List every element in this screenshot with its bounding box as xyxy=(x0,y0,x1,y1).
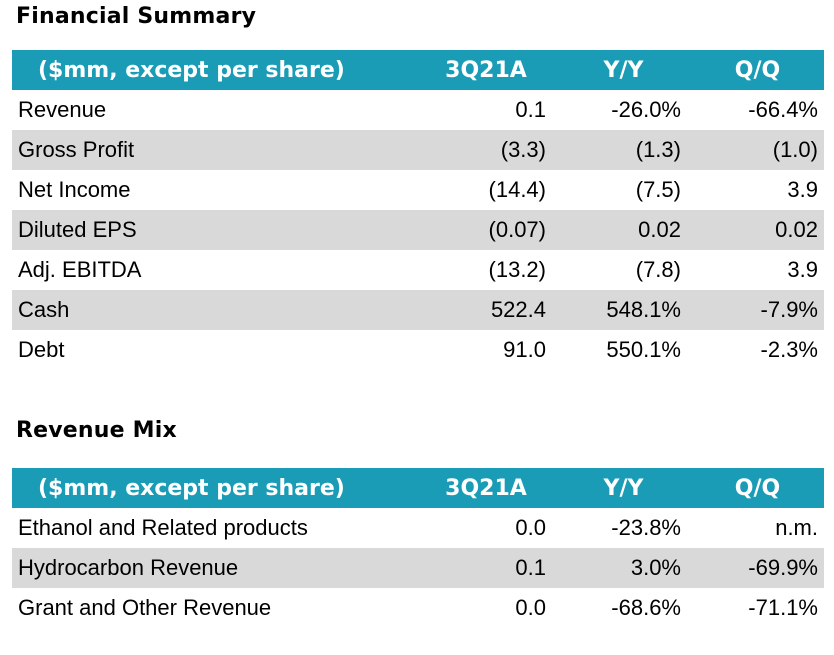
value-yy: 550.1% xyxy=(606,337,681,362)
table-header-row: ($mm, except per share) 3Q21A Y/Y Q/Q xyxy=(12,50,824,90)
value-qq: -71.1% xyxy=(748,595,818,620)
table-header-row: ($mm, except per share) 3Q21A Y/Y Q/Q xyxy=(12,468,824,508)
value-3q21a: 522.4 xyxy=(416,290,556,330)
row-label: Gross Profit xyxy=(12,130,416,170)
value-qq: 0.02 xyxy=(691,210,824,250)
table-row-net-income: Net Income (14.4) (7.5) 3.9 xyxy=(12,170,824,210)
value-3q21a: 0.1 xyxy=(515,97,546,122)
value-3q21a: 0.1 xyxy=(416,548,556,588)
column-header-3q21a: 3Q21A xyxy=(416,50,556,90)
value-yy: 548.1% xyxy=(556,290,691,330)
value-qq: (1.0) xyxy=(691,130,824,170)
value-qq: n.m. xyxy=(775,515,818,540)
value-3q21a: (0.07) xyxy=(416,210,556,250)
value-3q21a: 0.0 xyxy=(515,595,546,620)
value-yy: -23.8% xyxy=(611,515,681,540)
value-qq: 3.9 xyxy=(787,257,818,282)
table-row-ethanol: Ethanol and Related products 0.0 -23.8% … xyxy=(12,508,824,548)
value-yy: -26.0% xyxy=(611,97,681,122)
value-yy: (7.8) xyxy=(635,257,681,282)
value-qq: -2.3% xyxy=(760,337,818,362)
row-label: Ethanol and Related products xyxy=(18,515,308,540)
value-3q21a: (14.4) xyxy=(488,177,546,202)
row-label: Net Income xyxy=(18,177,131,202)
row-label: Revenue xyxy=(18,97,107,122)
value-yy: -68.6% xyxy=(611,595,681,620)
financial-summary-title: Financial Summary xyxy=(16,4,257,29)
value-3q21a: 91.0 xyxy=(503,337,546,362)
column-header-label: ($mm, except per share) xyxy=(12,468,416,508)
column-header-yy: Y/Y xyxy=(556,50,691,90)
table-row-hydrocarbon: Hydrocarbon Revenue 0.1 3.0% -69.9% xyxy=(12,548,824,588)
value-qq: -69.9% xyxy=(691,548,824,588)
column-header-yy: Y/Y xyxy=(556,468,691,508)
column-header-qq: Q/Q xyxy=(691,50,824,90)
value-yy: 0.02 xyxy=(556,210,691,250)
column-header-qq: Q/Q xyxy=(691,468,824,508)
revenue-mix-table: ($mm, except per share) 3Q21A Y/Y Q/Q Et… xyxy=(12,468,824,628)
value-yy: 3.0% xyxy=(556,548,691,588)
column-header-3q21a: 3Q21A xyxy=(416,468,556,508)
row-label: Cash xyxy=(12,290,416,330)
value-3q21a: 0.0 xyxy=(515,515,546,540)
value-qq: -66.4% xyxy=(748,97,818,122)
value-qq: -7.9% xyxy=(691,290,824,330)
table-row-debt: Debt 91.0 550.1% -2.3% xyxy=(12,330,824,370)
table-row-adj-ebitda: Adj. EBITDA (13.2) (7.8) 3.9 xyxy=(12,250,824,290)
value-yy: (7.5) xyxy=(635,177,681,202)
value-yy: (1.3) xyxy=(556,130,691,170)
row-label: Diluted EPS xyxy=(12,210,416,250)
row-label: Adj. EBITDA xyxy=(18,257,142,282)
table-row-revenue: Revenue 0.1 -26.0% -66.4% xyxy=(12,90,824,130)
table-row-gross-profit: Gross Profit (3.3) (1.3) (1.0) xyxy=(12,130,824,170)
revenue-mix-title: Revenue Mix xyxy=(16,418,177,443)
value-3q21a: (3.3) xyxy=(416,130,556,170)
table-row-cash: Cash 522.4 548.1% -7.9% xyxy=(12,290,824,330)
financial-summary-table: ($mm, except per share) 3Q21A Y/Y Q/Q Re… xyxy=(12,50,824,370)
column-header-label: ($mm, except per share) xyxy=(12,50,416,90)
row-label: Grant and Other Revenue xyxy=(18,595,272,620)
value-3q21a: (13.2) xyxy=(488,257,546,282)
table-row-grant-other: Grant and Other Revenue 0.0 -68.6% -71.1… xyxy=(12,588,824,628)
table-row-diluted-eps: Diluted EPS (0.07) 0.02 0.02 xyxy=(12,210,824,250)
value-qq: 3.9 xyxy=(787,177,818,202)
row-label: Hydrocarbon Revenue xyxy=(12,548,416,588)
row-label: Debt xyxy=(18,337,65,362)
